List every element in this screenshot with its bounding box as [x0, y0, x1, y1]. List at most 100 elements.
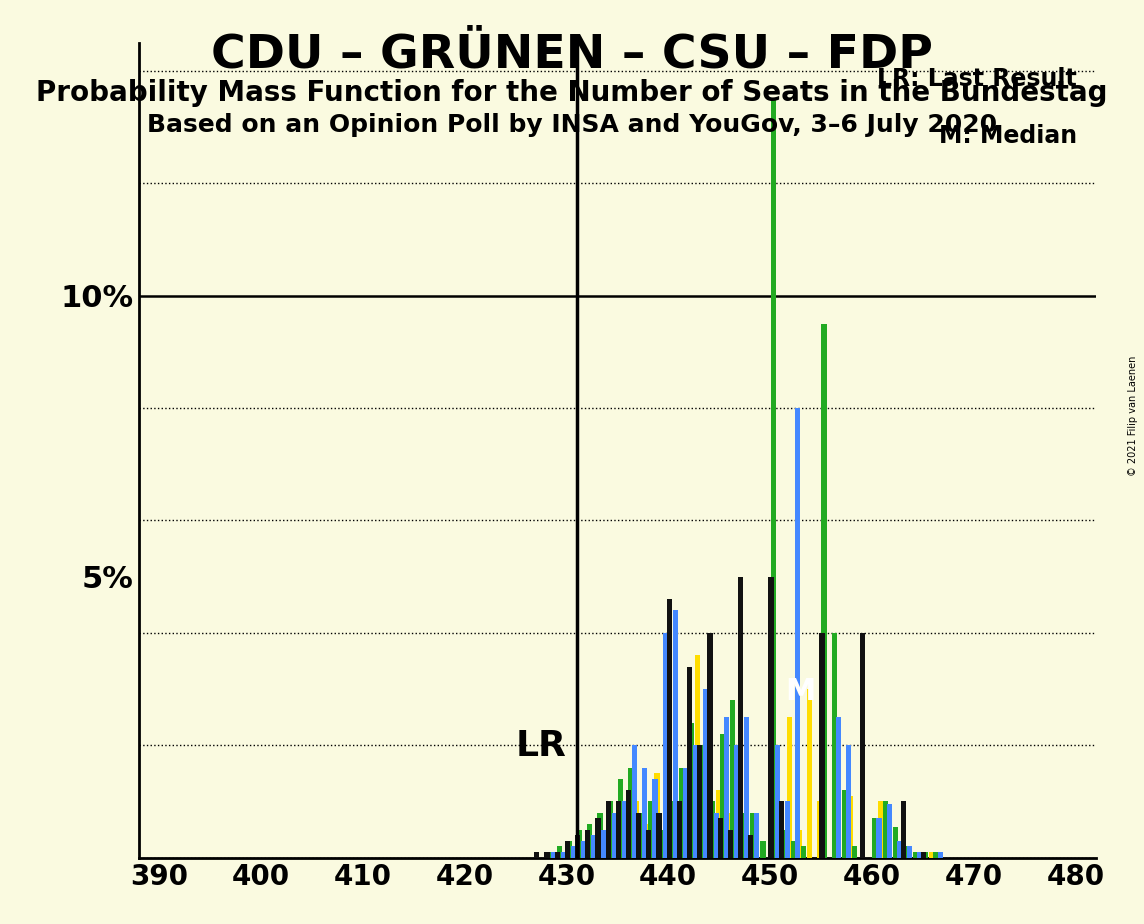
Bar	[654, 773, 660, 857]
Bar	[688, 666, 692, 857]
Bar	[774, 746, 780, 857]
Bar	[733, 746, 739, 857]
Bar	[785, 801, 791, 857]
Bar	[555, 852, 559, 857]
Bar	[903, 846, 908, 857]
Bar	[832, 633, 836, 857]
Bar	[577, 830, 582, 857]
Bar	[934, 852, 938, 857]
Bar	[638, 813, 643, 857]
Bar	[673, 611, 678, 857]
Bar	[897, 841, 901, 857]
Bar	[707, 633, 713, 857]
Bar	[628, 768, 633, 857]
Bar	[730, 700, 734, 857]
Bar	[678, 768, 684, 857]
Bar	[736, 746, 741, 857]
Bar	[900, 801, 906, 857]
Bar	[613, 824, 619, 857]
Bar	[761, 841, 765, 857]
Bar	[665, 813, 670, 857]
Bar	[819, 633, 825, 857]
Bar	[873, 819, 877, 857]
Bar	[547, 852, 551, 857]
Bar	[652, 779, 658, 857]
Bar	[636, 813, 642, 857]
Bar	[573, 852, 578, 857]
Bar	[836, 717, 841, 857]
Text: Based on an Opinion Poll by INSA and YouGov, 3–6 July 2020: Based on an Opinion Poll by INSA and You…	[146, 113, 998, 137]
Bar	[929, 852, 935, 857]
Bar	[644, 824, 650, 857]
Bar	[675, 801, 680, 857]
Bar	[689, 723, 694, 857]
Bar	[801, 846, 807, 857]
Bar	[842, 790, 847, 857]
Bar	[817, 801, 823, 857]
Bar	[821, 323, 827, 857]
Text: M: Median: M: Median	[939, 124, 1077, 148]
Bar	[750, 813, 755, 857]
Bar	[709, 801, 715, 857]
Bar	[583, 841, 588, 857]
Bar	[892, 827, 898, 857]
Bar	[769, 577, 773, 857]
Bar	[631, 746, 637, 857]
Bar	[612, 813, 617, 857]
Bar	[706, 723, 710, 857]
Bar	[563, 852, 569, 857]
Bar	[567, 841, 572, 857]
Bar	[622, 801, 627, 857]
Bar	[534, 852, 540, 857]
Bar	[779, 801, 784, 857]
Bar	[720, 734, 725, 857]
Bar	[659, 830, 664, 857]
Bar	[724, 717, 729, 857]
Bar	[852, 846, 857, 857]
Bar	[626, 790, 631, 857]
Bar	[602, 830, 606, 857]
Bar	[848, 796, 853, 857]
Bar	[591, 835, 596, 857]
Bar	[545, 852, 549, 857]
Bar	[780, 830, 786, 857]
Bar	[649, 801, 653, 857]
Bar	[571, 846, 577, 857]
Bar	[646, 830, 651, 857]
Bar	[787, 717, 792, 857]
Bar	[921, 852, 927, 857]
Bar	[634, 801, 639, 857]
Bar	[697, 746, 702, 857]
Bar	[575, 835, 580, 857]
Bar	[597, 813, 603, 857]
Bar	[605, 801, 611, 857]
Bar	[704, 689, 708, 857]
Bar	[715, 790, 721, 857]
Bar	[795, 408, 800, 857]
Bar	[623, 813, 629, 857]
Text: Probability Mass Function for the Number of Seats in the Bundestag: Probability Mass Function for the Number…	[37, 79, 1107, 106]
Bar	[771, 99, 776, 857]
Bar	[669, 801, 674, 857]
Bar	[685, 790, 690, 857]
Bar	[604, 835, 609, 857]
Text: LR: LR	[516, 729, 566, 763]
Bar	[557, 846, 562, 857]
Bar	[876, 819, 882, 857]
Bar	[565, 841, 570, 857]
Bar	[642, 768, 648, 857]
Bar	[887, 804, 892, 857]
Bar	[662, 633, 668, 857]
Bar	[618, 779, 623, 857]
Bar	[907, 846, 912, 857]
Bar	[677, 801, 682, 857]
Bar	[714, 813, 718, 857]
Bar	[917, 852, 922, 857]
Bar	[740, 813, 745, 857]
Bar	[693, 746, 698, 857]
Bar	[595, 819, 601, 857]
Bar	[561, 852, 566, 857]
Bar	[683, 768, 689, 857]
Text: LR: Last Result: LR: Last Result	[877, 67, 1077, 91]
Bar	[879, 801, 883, 857]
